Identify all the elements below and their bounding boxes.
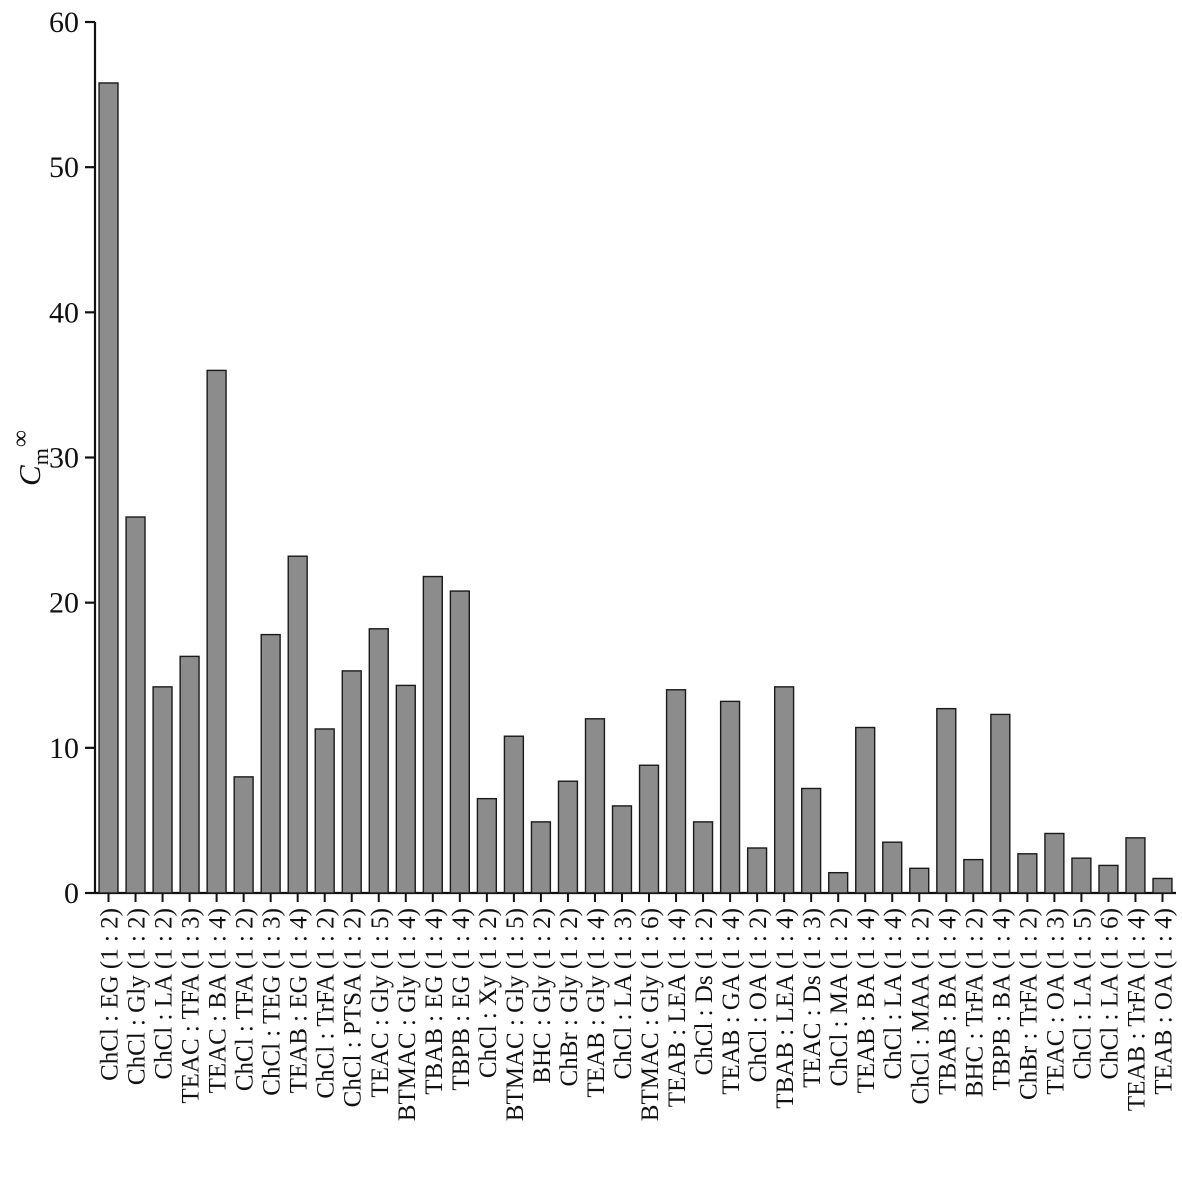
bar <box>287 555 308 894</box>
x-category-label: ChBr : TrFA (1 : 2) <box>1015 908 1042 1100</box>
bar <box>449 590 471 894</box>
y-tick-label: 30 <box>49 442 79 475</box>
x-category-label: TEAC : Gly (1 : 5) <box>367 908 394 1098</box>
bar <box>395 684 416 894</box>
y-tick-label: 20 <box>49 587 79 620</box>
x-category-label: ChCl : Ds (1 : 2) <box>691 908 718 1075</box>
bar <box>503 735 525 894</box>
x-category-label: ChCl : TrFA (1 : 2) <box>313 908 340 1099</box>
x-category-label: TBAB : EG (1 : 4) <box>421 908 448 1095</box>
bar <box>476 797 498 894</box>
x-category-label: TEAB : LEA (1 : 4) <box>664 908 691 1107</box>
bar <box>801 787 822 894</box>
x-category-label: TEAB : OA (1 : 4) <box>1150 908 1177 1095</box>
bar <box>1017 853 1038 894</box>
bar <box>909 867 930 894</box>
bar <box>125 516 146 894</box>
x-category-label: TBAB : BA (1 : 4) <box>934 908 961 1095</box>
bar <box>746 847 768 894</box>
y-tick-label: 10 <box>49 732 79 765</box>
x-category-label: ChCl : Gly (1 : 2) <box>124 908 151 1085</box>
bar <box>855 726 876 894</box>
bar <box>665 689 687 894</box>
x-category-label: ChCl : LA (1 : 6) <box>1096 908 1123 1080</box>
bar <box>206 369 227 894</box>
bar <box>314 728 335 894</box>
x-category-label: BHC : TrFA (1 : 2) <box>961 908 988 1097</box>
x-category-label: ChCl : EG (1 : 2) <box>97 908 124 1081</box>
bar <box>773 686 795 894</box>
x-category-label: TEAB : BA (1 : 4) <box>853 908 880 1093</box>
x-category-label: TEAB : EG (1 : 4) <box>286 908 313 1093</box>
bar <box>963 858 984 894</box>
x-category-label: TEAB : Gly (1 : 4) <box>583 908 610 1098</box>
x-category-label: TEAB : TrFA (1 : 4) <box>1123 908 1150 1111</box>
x-category-label: TEAC : OA (1 : 3) <box>1042 908 1069 1095</box>
bar <box>828 871 849 894</box>
x-category-label: ChCl : LA (1 : 5) <box>1069 908 1096 1080</box>
x-category-label: ChCl : LA (1 : 4) <box>880 908 907 1080</box>
x-category-label: BTMAC : Gly (1 : 5) <box>502 908 529 1121</box>
x-category-label: ChCl : LA (1 : 2) <box>151 908 178 1080</box>
x-category-label: TBAB : LEA (1 : 4) <box>772 908 799 1109</box>
bar <box>530 821 552 894</box>
x-category-label: TEAB : GA (1 : 4) <box>718 908 745 1095</box>
bar <box>990 713 1011 894</box>
bar <box>179 655 200 894</box>
x-category-label: ChCl : OA (1 : 2) <box>745 908 772 1082</box>
y-tick-label: 60 <box>49 6 79 39</box>
bar <box>1098 864 1119 894</box>
bar <box>1152 877 1173 894</box>
bar <box>98 82 119 894</box>
y-tick-label: 50 <box>49 151 79 184</box>
x-category-label: ChCl : PTSA (1 : 2) <box>340 908 367 1107</box>
bar <box>233 776 254 894</box>
bar <box>557 780 579 894</box>
bar <box>936 707 957 894</box>
x-category-label: TEAC : Ds (1 : 3) <box>799 908 826 1088</box>
bar <box>611 805 633 894</box>
bar <box>260 633 281 894</box>
x-category-label: TEAC : BA (1 : 4) <box>205 908 232 1093</box>
x-category-label: ChCl : MA (1 : 2) <box>826 908 853 1087</box>
x-category-label: ChCl : TFA (1 : 2) <box>232 908 259 1091</box>
x-category-label: BTMAC : Gly (1 : 4) <box>394 908 421 1121</box>
bar <box>584 718 606 894</box>
x-category-label: BHC : Gly (1 : 2) <box>529 908 556 1084</box>
x-category-label: ChCl : LA (1 : 3) <box>610 908 637 1080</box>
bar <box>1125 837 1146 894</box>
x-category-label: TBPB : BA (1 : 4) <box>988 908 1015 1091</box>
y-axis-label: Cm∞ <box>8 430 53 486</box>
bar <box>341 670 362 894</box>
x-category-label: ChBr : Gly (1 : 2) <box>556 908 583 1086</box>
bar <box>152 686 173 894</box>
x-category-label: ChCl : MAA (1 : 2) <box>907 908 934 1105</box>
bar <box>422 575 443 894</box>
bar <box>692 821 714 894</box>
bar <box>1044 832 1065 894</box>
bar <box>1071 857 1092 894</box>
x-category-label: ChCl : Xy (1 : 2) <box>475 908 502 1078</box>
y-tick-label: 40 <box>49 296 79 329</box>
y-tick-label: 0 <box>64 877 79 910</box>
x-category-label: TBPB : EG (1 : 4) <box>448 908 475 1091</box>
bar <box>719 700 741 894</box>
x-category-label: BTMAC : Gly (1 : 6) <box>637 908 664 1121</box>
bar <box>368 628 389 894</box>
bar <box>638 764 660 894</box>
bar <box>882 841 903 894</box>
x-category-label: ChCl : TEG (1 : 3) <box>259 908 286 1096</box>
x-category-label: TEAC : TFA (1 : 3) <box>178 908 205 1104</box>
